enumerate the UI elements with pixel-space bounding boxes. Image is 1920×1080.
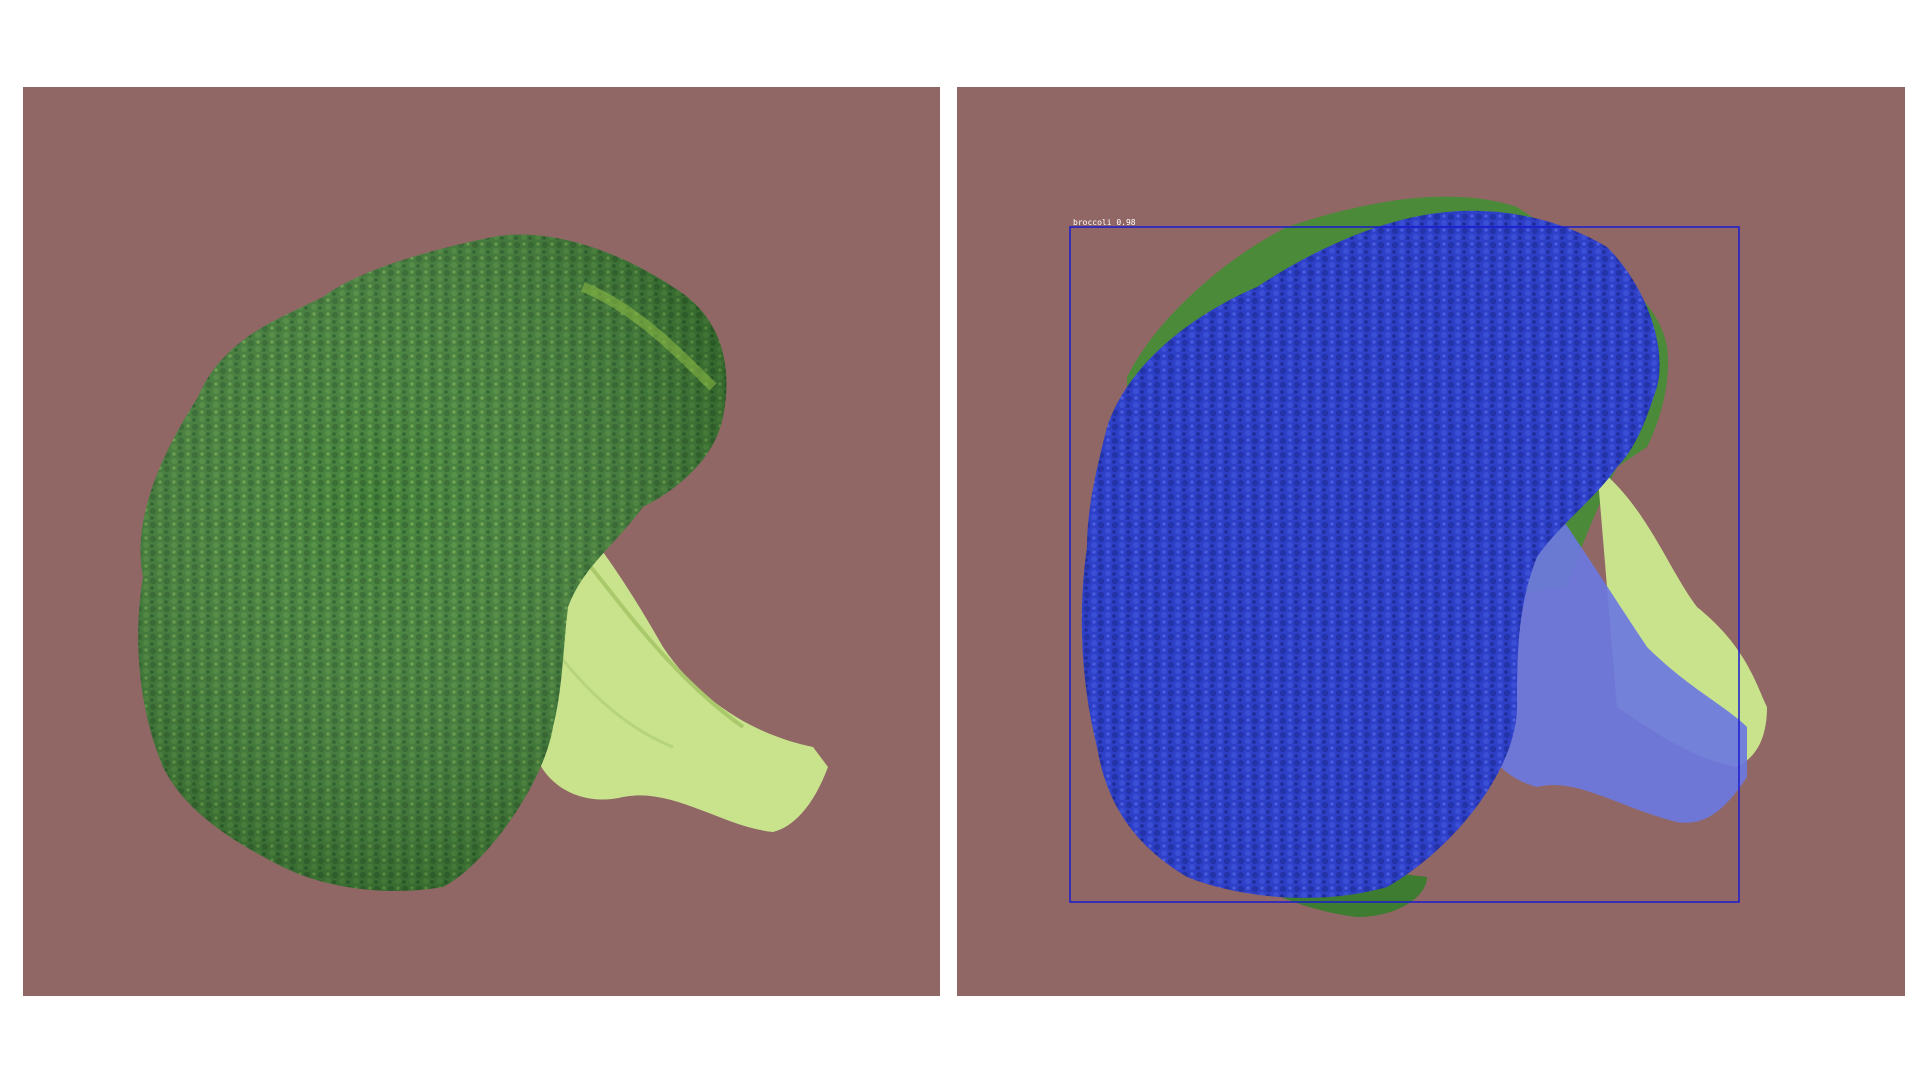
broccoli-photo-with-mask — [957, 87, 1905, 996]
segmentation-mask-head — [1081, 210, 1660, 898]
original-image-panel — [23, 87, 940, 996]
segmented-image-panel: broccoli 0.98 — [957, 87, 1905, 996]
detection-label: broccoli 0.98 — [1073, 218, 1136, 227]
broccoli-photo — [23, 87, 940, 996]
detection-bounding-box — [1069, 226, 1740, 903]
